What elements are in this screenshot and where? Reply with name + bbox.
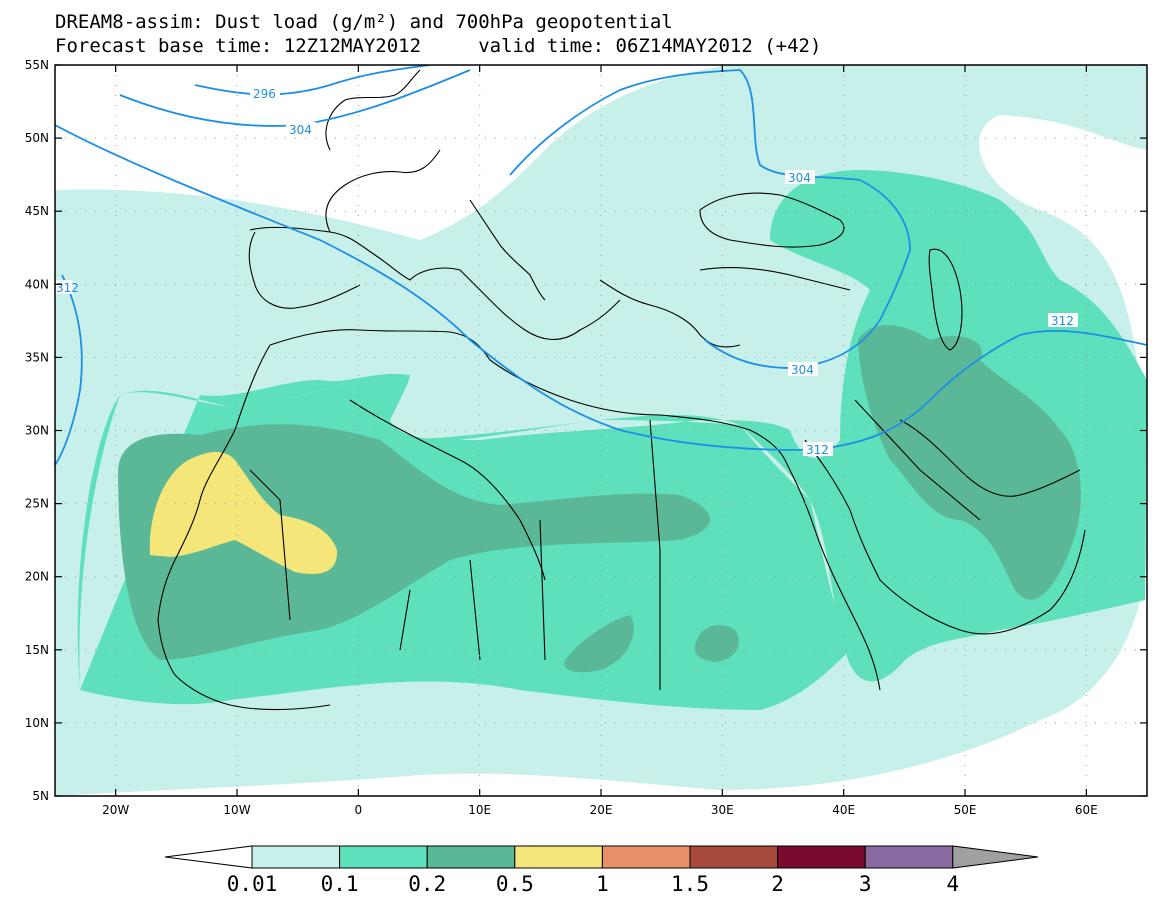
lon-tick-label: 40E: [832, 803, 855, 817]
colorbar: 0.01 0.1 0.2 0.5 1 1.5 2 3 4: [164, 845, 1039, 896]
colorbar-segment: [777, 845, 866, 869]
colorbar-level-label: 0.01: [227, 872, 278, 896]
lon-tick-label: 10W: [223, 803, 250, 817]
lon-tick-label: 20E: [590, 803, 613, 817]
contour-296: [194, 65, 431, 96]
colorbar-level-label: 0.2: [408, 872, 446, 896]
coastlines: [157, 69, 1086, 711]
contour-label-312-b: 312: [806, 443, 829, 457]
lat-tick-label: 25N: [25, 497, 49, 511]
title-line-1: DREAM8-assim: Dust load (g/m²) and 700hP…: [55, 11, 673, 33]
lon-tick-label: 0: [355, 803, 363, 817]
contour-label-304-a: 304: [289, 123, 312, 137]
latitude-axis: 55N 50N 45N 40N 35N 30N 25N 20N 15N 10N 5N: [25, 58, 1147, 803]
colorbar-level-label: 0.1: [321, 872, 359, 896]
lat-tick-label: 5N: [32, 789, 49, 803]
colorbar-level-label: 1.5: [671, 872, 709, 896]
colorbar-level-label: 4: [946, 872, 959, 896]
colorbar-level-label: 1: [596, 872, 609, 896]
lat-tick-label: 20N: [25, 570, 49, 584]
contour-labels: 296 304 304 312 312 304 312: [55, 86, 1078, 457]
lat-tick-label: 10N: [25, 716, 49, 730]
contour-312-west: [55, 124, 1147, 451]
contour-label-312-a: 312: [1051, 314, 1074, 328]
dust-level-3-region-sudan: [694, 625, 739, 662]
colorbar-segment: [426, 845, 516, 869]
contour-label-296: 296: [253, 87, 276, 101]
lat-tick-label: 15N: [25, 643, 49, 657]
grid-lines: [55, 65, 1147, 796]
title-line-2: Forecast base time: 12Z12MAY2012 valid t…: [55, 35, 822, 57]
lon-tick-label: 10E: [468, 803, 491, 817]
lat-tick-label: 55N: [25, 58, 49, 72]
dust-level-4-region: [149, 451, 338, 574]
colorbar-segment: [251, 845, 341, 869]
dust-level-3-region-arabia: [858, 325, 1081, 600]
lat-tick-label: 35N: [25, 350, 49, 364]
colorbar-extend-high: [952, 845, 1039, 869]
lon-tick-label: 30E: [711, 803, 734, 817]
contour-label-304-c: 304: [791, 363, 814, 377]
colorbar-extend-low: [164, 845, 253, 869]
colorbar-level-label: 2: [771, 872, 784, 896]
dust-level-3-region-south: [564, 615, 634, 673]
lon-tick-label: 60E: [1075, 803, 1098, 817]
contour-label-304-b: 304: [788, 171, 811, 185]
colorbar-segment: [601, 845, 691, 869]
lon-tick-label: 20W: [102, 803, 129, 817]
lat-tick-label: 45N: [25, 204, 49, 218]
dust-level-3-region: [118, 424, 710, 660]
lon-tick-label: 50E: [954, 803, 977, 817]
longitude-axis: 20W 10W 0 10E 20E 30E 40E 50E 60E: [102, 65, 1098, 817]
lat-tick-label: 40N: [25, 277, 49, 291]
colorbar-segment: [339, 845, 428, 869]
contour-304-east: [509, 69, 911, 369]
lat-tick-label: 30N: [25, 424, 49, 438]
contour-312-farwest: [55, 274, 83, 466]
colorbar-level-label: 3: [859, 872, 872, 896]
contour-label-312-c: 312: [56, 281, 79, 295]
colorbar-segment: [864, 845, 954, 869]
colorbar-level-label: 0.5: [496, 872, 534, 896]
lat-tick-label: 50N: [25, 131, 49, 145]
colorbar-segment: [514, 845, 603, 869]
colorbar-segment: [689, 845, 779, 869]
